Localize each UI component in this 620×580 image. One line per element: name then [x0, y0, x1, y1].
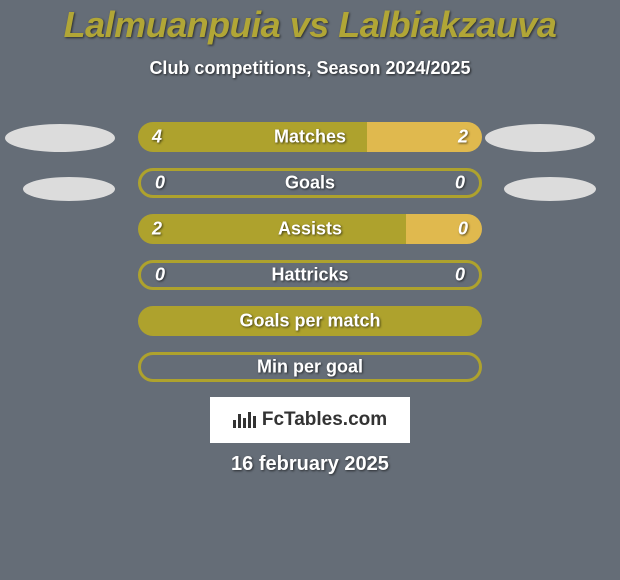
- logo-bars-icon: [233, 412, 256, 428]
- comparison-widget: Lalmuanpuia vs Lalbiakzauva Club competi…: [0, 0, 620, 580]
- avatar-left-1: [5, 124, 115, 152]
- stat-rows: 42Matches 00Goals 20Assists 00Hattricks Goal…: [138, 122, 482, 398]
- avatar-right-2: [504, 177, 596, 201]
- logo-text: FcTables.com: [262, 409, 387, 431]
- stat-row: Goals per match: [138, 306, 482, 336]
- stat-row: 00Hattricks: [138, 260, 482, 290]
- stat-label: Matches: [138, 127, 482, 148]
- stat-row: 42Matches: [138, 122, 482, 152]
- fctables-logo[interactable]: FcTables.com: [210, 397, 410, 443]
- player1-name: Lalmuanpuia: [64, 4, 281, 45]
- stat-row: Min per goal: [138, 352, 482, 382]
- stat-label: Goals per match: [138, 311, 482, 332]
- stat-label: Hattricks: [141, 265, 479, 286]
- date-text: 16 february 2025: [0, 453, 620, 476]
- subtitle: Club competitions, Season 2024/2025: [0, 58, 620, 79]
- stat-label: Min per goal: [141, 357, 479, 378]
- stat-row: 20Assists: [138, 214, 482, 244]
- stat-label: Goals: [141, 173, 479, 194]
- vs-text: vs: [290, 4, 329, 45]
- page-title: Lalmuanpuia vs Lalbiakzauva: [0, 0, 620, 46]
- stat-label: Assists: [138, 219, 482, 240]
- avatar-right-1: [485, 124, 595, 152]
- avatar-left-2: [23, 177, 115, 201]
- stat-row: 00Goals: [138, 168, 482, 198]
- player2-name: Lalbiakzauva: [338, 4, 556, 45]
